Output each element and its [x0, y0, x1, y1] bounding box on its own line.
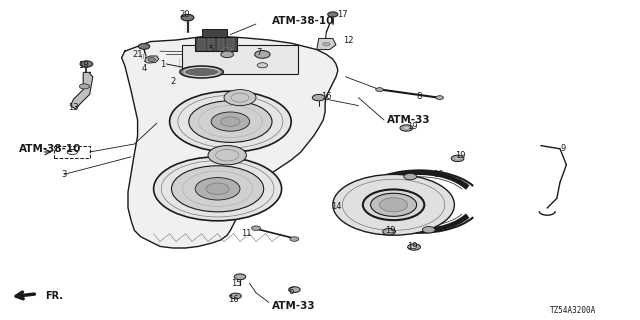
- Circle shape: [454, 157, 461, 160]
- Text: 19: 19: [456, 151, 466, 160]
- Text: 21: 21: [132, 50, 143, 59]
- Text: 16: 16: [321, 92, 332, 100]
- Circle shape: [371, 193, 417, 216]
- Circle shape: [312, 94, 325, 101]
- Text: 16: 16: [228, 295, 239, 304]
- Circle shape: [380, 198, 408, 212]
- Text: 19: 19: [408, 242, 418, 251]
- Text: 2: 2: [170, 77, 175, 86]
- Polygon shape: [145, 56, 159, 63]
- Circle shape: [170, 91, 291, 152]
- Text: TZ54A3200A: TZ54A3200A: [550, 306, 596, 315]
- Circle shape: [215, 135, 230, 143]
- Bar: [54, 146, 90, 158]
- Circle shape: [258, 118, 273, 125]
- Circle shape: [408, 244, 420, 250]
- Circle shape: [221, 117, 240, 126]
- Circle shape: [411, 245, 417, 249]
- Circle shape: [195, 178, 240, 200]
- Circle shape: [191, 110, 206, 118]
- Circle shape: [211, 112, 250, 131]
- Bar: [208, 39, 214, 50]
- Text: 12: 12: [344, 36, 354, 44]
- Circle shape: [138, 44, 150, 49]
- Circle shape: [403, 126, 410, 130]
- Circle shape: [451, 155, 464, 162]
- Circle shape: [224, 90, 256, 106]
- Circle shape: [181, 14, 194, 21]
- Circle shape: [376, 88, 383, 92]
- Circle shape: [230, 293, 241, 299]
- Circle shape: [80, 61, 93, 67]
- Text: 6: 6: [289, 287, 294, 296]
- Circle shape: [289, 287, 300, 292]
- Circle shape: [257, 63, 268, 68]
- Bar: [202, 29, 227, 37]
- Circle shape: [148, 58, 156, 61]
- Text: 1: 1: [161, 60, 166, 68]
- Polygon shape: [70, 74, 93, 109]
- Text: ATM-38-10: ATM-38-10: [272, 16, 334, 26]
- Circle shape: [363, 189, 424, 220]
- Text: 17: 17: [337, 10, 348, 19]
- Circle shape: [244, 104, 260, 112]
- Circle shape: [234, 274, 246, 280]
- Text: FR.: FR.: [45, 291, 63, 301]
- Polygon shape: [317, 38, 336, 50]
- Text: 8: 8: [417, 92, 422, 100]
- Text: ATM-33: ATM-33: [387, 115, 431, 125]
- Circle shape: [79, 84, 90, 89]
- Circle shape: [255, 51, 270, 58]
- Text: 9: 9: [561, 144, 566, 153]
- Circle shape: [172, 166, 264, 212]
- Circle shape: [383, 228, 396, 235]
- Circle shape: [404, 173, 417, 180]
- Circle shape: [189, 101, 272, 142]
- Text: 11: 11: [241, 229, 252, 238]
- Circle shape: [215, 100, 230, 108]
- Circle shape: [244, 132, 260, 139]
- Text: 5: 5: [209, 45, 214, 54]
- Text: 14: 14: [331, 202, 341, 211]
- Text: ATM-38-10: ATM-38-10: [19, 144, 81, 154]
- Bar: [227, 39, 234, 50]
- Circle shape: [333, 174, 454, 235]
- Bar: [198, 39, 205, 50]
- Circle shape: [154, 157, 282, 221]
- Circle shape: [422, 227, 435, 233]
- Text: 15: 15: [232, 279, 242, 288]
- Bar: [218, 39, 224, 50]
- Text: 3: 3: [61, 170, 67, 179]
- Circle shape: [290, 237, 299, 241]
- Circle shape: [208, 146, 246, 165]
- Circle shape: [436, 96, 444, 100]
- Text: 7: 7: [257, 48, 262, 57]
- Text: 13: 13: [68, 103, 79, 112]
- Text: ATM-33: ATM-33: [272, 300, 316, 311]
- Text: 10: 10: [433, 170, 444, 179]
- Circle shape: [221, 51, 234, 58]
- Ellipse shape: [180, 66, 223, 78]
- Circle shape: [328, 12, 338, 17]
- Bar: [182, 45, 298, 74]
- Circle shape: [206, 183, 229, 195]
- Bar: [195, 37, 237, 51]
- Text: 20: 20: [179, 10, 189, 19]
- Circle shape: [191, 125, 206, 133]
- Circle shape: [400, 125, 413, 131]
- Text: 19: 19: [408, 122, 418, 131]
- Text: 4: 4: [141, 64, 147, 73]
- Ellipse shape: [184, 68, 219, 76]
- Text: 18: 18: [78, 61, 88, 70]
- Text: 19: 19: [385, 226, 396, 235]
- Circle shape: [323, 42, 330, 46]
- Polygon shape: [122, 37, 338, 248]
- Circle shape: [252, 226, 260, 230]
- Circle shape: [386, 230, 392, 233]
